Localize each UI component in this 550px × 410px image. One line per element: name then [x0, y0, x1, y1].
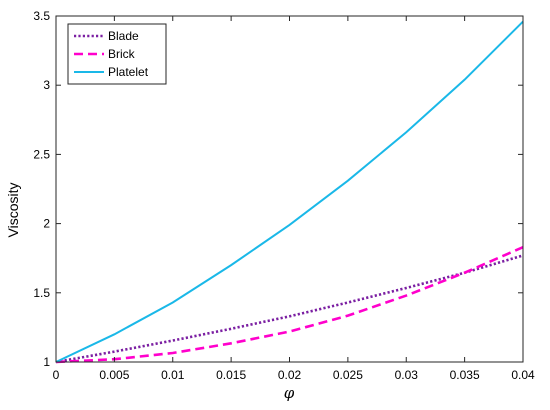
series-line-blade: [55, 254, 524, 364]
legend-box: [67, 23, 167, 85]
legend-label-brick: Brick: [108, 47, 136, 61]
ticks-layer: 0 0.005 0.01 0.015 0.02 0.025 0.03 0.035 0.04 1 1.…: [33, 9, 535, 382]
x-tick-label: 0.025: [333, 368, 363, 382]
x-tick-label: 0.01: [161, 368, 185, 382]
y-tick-label: 1.5: [33, 286, 50, 300]
x-axis-label: φ: [284, 384, 295, 402]
series-line-platelet: [55, 20, 524, 363]
x-tick-label: 0.03: [395, 368, 419, 382]
x-tick-label: 0.035: [450, 368, 480, 382]
x-tick-label: 0.005: [99, 368, 129, 382]
x-tick-label: 0.02: [278, 368, 302, 382]
series-layer: [55, 20, 524, 364]
legend-label-blade: Blade: [108, 29, 139, 43]
y-tick-label: 3.5: [33, 9, 50, 23]
x-tick-label: 0: [53, 368, 60, 382]
series-line-brick: [55, 245, 524, 364]
legend: Blade Brick Platelet: [67, 23, 167, 85]
y-tick-label: 3: [43, 78, 50, 92]
y-tick-label: 1: [43, 355, 50, 369]
y-axis-label: Viscosity: [5, 183, 21, 238]
y-tick-label: 2.5: [33, 147, 50, 161]
legend-label-platelet: Platelet: [108, 65, 149, 79]
x-tick-label: 0.015: [216, 368, 246, 382]
y-tick-label: 2: [43, 217, 50, 231]
x-tick-label: 0.04: [511, 368, 535, 382]
